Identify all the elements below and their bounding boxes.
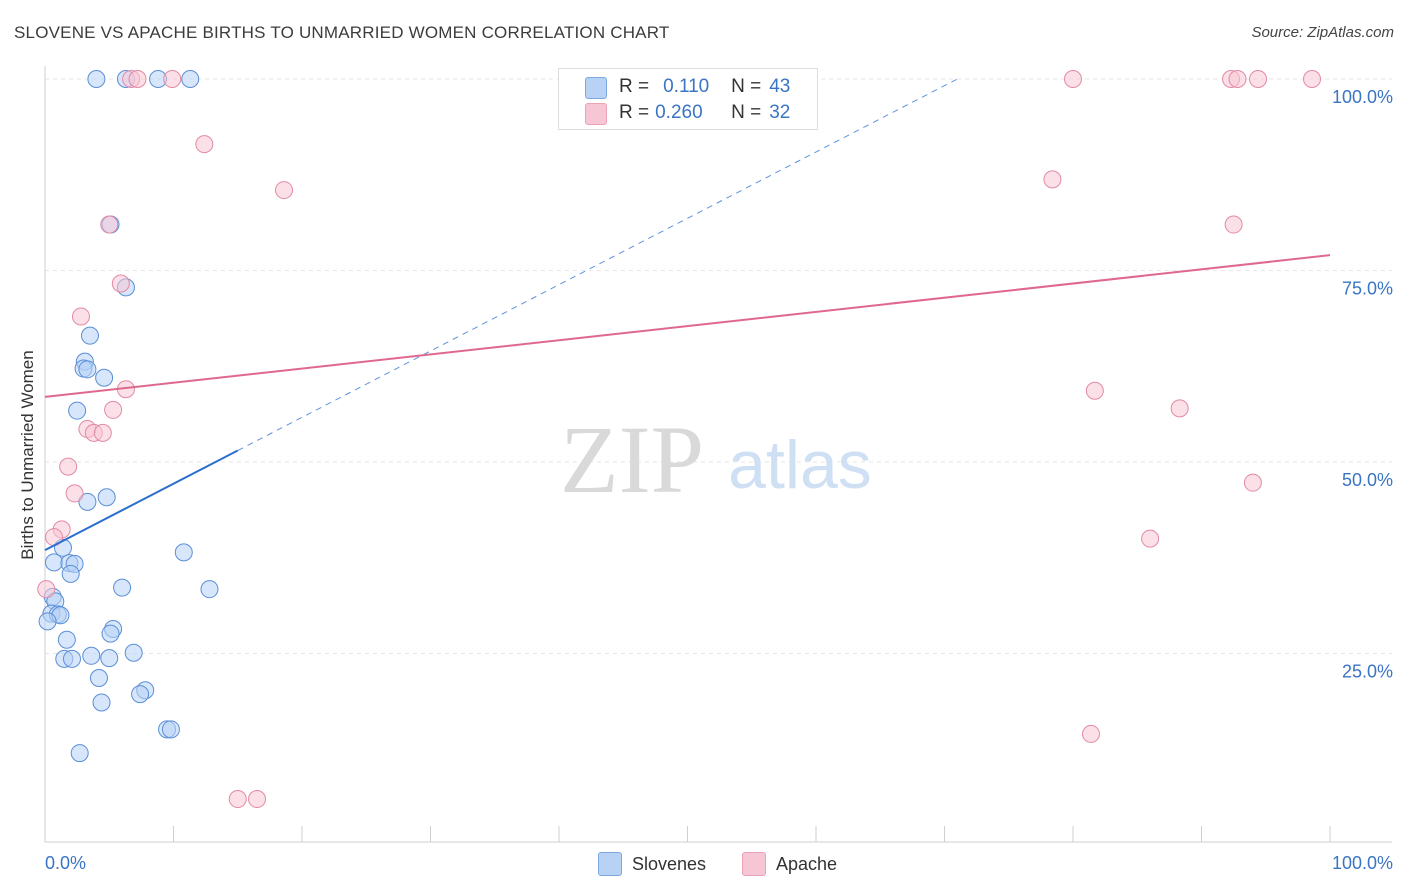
apache-swatch [742,852,766,876]
apache-point [195,135,214,154]
slovenes-trend-extension [237,78,958,451]
apache-point [65,484,84,503]
legend-apache-row: R = 0.260 N = 32 [619,101,790,125]
x-tick-label: 0.0% [45,853,86,873]
legend-r-label: R = [619,102,650,123]
slovenes-point [70,744,89,763]
apache-point [1043,170,1062,189]
apache-point [1064,70,1082,88]
apache-point [163,70,182,88]
y-tick-label: 25.0% [1342,662,1393,682]
slovenes-point [44,553,63,572]
apache-point [1085,381,1104,400]
legend-slovenes-swatch [585,77,607,99]
slovenes-point [100,649,119,668]
slovenes-point [131,685,150,704]
chart-title: SLOVENE VS APACHE BIRTHS TO UNMARRIED WO… [14,23,670,42]
y-tick-label: 50.0% [1342,470,1393,490]
apache-point [59,457,78,476]
slovenes-point [62,649,81,668]
trend-lines [44,78,1331,551]
legend-r-label: R = [619,76,650,97]
slovenes-point [78,360,97,379]
legend-slovenes-row: R = 0.110 N = 43 [619,75,790,99]
apache-point [248,790,267,809]
apache-point [104,400,123,419]
legend-apache-n: 32 [769,102,791,123]
slovenes-point [68,401,87,420]
apache-point [1243,473,1262,492]
slovenes-point [101,624,120,643]
legend-slovenes-r: 0.110 [663,76,710,97]
slovenes-point [89,669,108,688]
axes [44,66,1392,843]
legend-n-label: N = [731,76,762,97]
watermark: ZIP atlas [560,406,872,513]
apache-point [1141,529,1160,548]
legend-slovenes-n: 43 [769,76,791,97]
apache-point [1228,70,1247,88]
slovenes-swatch [598,852,622,876]
bottom-legend-apache: Apache [742,852,837,876]
slovenes-point [82,646,101,665]
slovenes-point [78,492,97,511]
apache-point [1170,399,1189,418]
legend-apache-r: 0.260 [655,102,703,123]
apache-point [128,70,147,88]
slovenes-point [124,643,143,662]
y-tick-label: 75.0% [1342,279,1393,299]
stats-legend: R = 0.110 N = 43 R = 0.260 N = 32 [558,68,818,130]
apache-point [275,181,294,200]
slovenes-point [87,70,106,88]
slovenes-point [200,580,219,599]
apache-point [111,274,130,293]
apache-point [37,580,56,599]
apache-points [37,70,1322,809]
apache-point [228,790,247,809]
legend-n-label: N = [731,102,762,123]
slovenes-point [57,630,76,649]
grid-lines [45,78,1392,654]
slovenes-point [97,488,116,507]
apache-point [1249,70,1268,88]
slovenes-point [38,612,57,631]
apache-trend-line [44,254,1331,398]
watermark-zip: ZIP [560,406,704,513]
source-label: Source: ZipAtlas.com [1251,24,1394,41]
apache-point [1303,70,1322,88]
x-tick-label: 100.0% [1332,853,1393,873]
slovenes-points [38,70,219,763]
slovenes-point [113,578,132,597]
slovenes-trend-line [44,449,239,551]
slovenes-point [161,720,180,739]
slovenes-legend-label: Slovenes [632,853,707,874]
y-tick-label: 100.0% [1332,87,1393,107]
slovenes-point [92,693,111,712]
apache-point [1224,215,1243,234]
slovenes-point [181,70,200,88]
apache-point [93,423,112,442]
watermark-atlas: atlas [728,427,872,503]
slovenes-point [61,564,80,583]
apache-point [100,215,119,234]
slovenes-point [174,543,193,562]
slovenes-point [80,326,99,345]
legend-apache-swatch [585,103,607,125]
apache-legend-label: Apache [776,853,838,874]
slovenes-point [95,368,114,387]
apache-point [71,307,90,326]
apache-point [1081,724,1100,743]
bottom-legend-slovenes: Slovenes [598,852,706,876]
tick-labels: 25.0% 50.0% 75.0% 100.0% 0.0% 100.0% [45,87,1393,873]
